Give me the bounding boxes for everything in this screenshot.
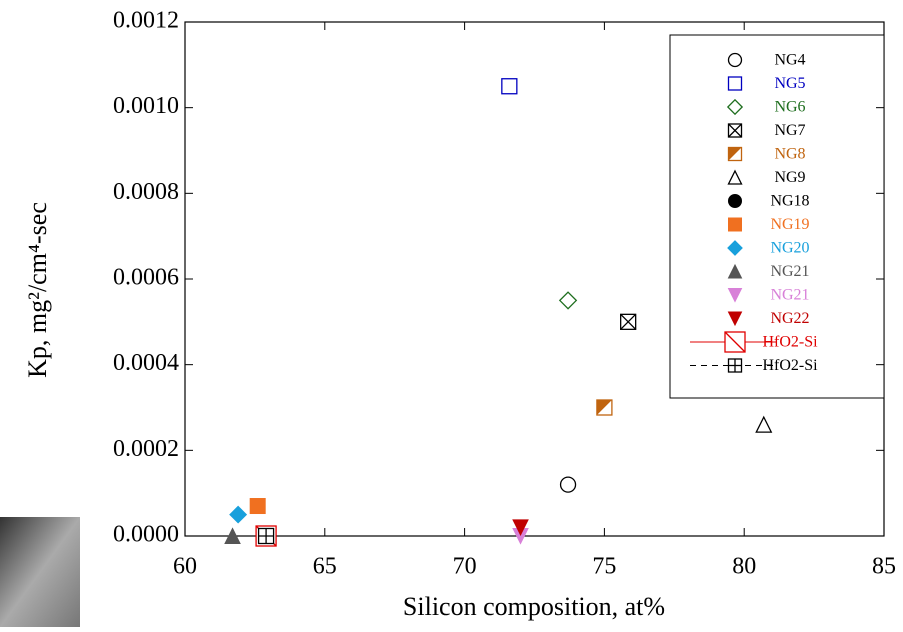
- legend-label: NG4: [774, 52, 805, 69]
- legend-marker: [727, 169, 743, 185]
- y-tick-label: 0.0004: [113, 350, 179, 376]
- x-tick-label: 60: [173, 554, 197, 580]
- marker-shape: [224, 527, 241, 544]
- marker-shape: [755, 415, 773, 433]
- marker-shape: [229, 505, 248, 524]
- marker-shape: [727, 169, 743, 185]
- x-tick-label: 70: [453, 554, 477, 580]
- legend-marker: [726, 98, 744, 116]
- marker-shape: [559, 476, 577, 493]
- legend-marker: [727, 240, 743, 256]
- legend-label: NG19: [770, 216, 809, 233]
- data-point: [224, 527, 241, 544]
- data-point: [501, 78, 518, 95]
- legend-marker: [727, 52, 743, 68]
- legend-marker: [727, 146, 743, 162]
- marker-shape: [620, 313, 637, 330]
- legend-marker: [727, 123, 743, 138]
- legend-marker: [728, 194, 742, 208]
- x-tick-label: 65: [313, 554, 337, 580]
- legend-label: NG21: [770, 263, 809, 280]
- data-point: [229, 505, 248, 524]
- legend-label: NG18: [770, 193, 809, 210]
- marker-shape: [727, 263, 743, 279]
- y-axis-label: Kp, mg²/cm⁴-sec: [23, 202, 52, 378]
- y-tick-label: 0.0010: [113, 93, 179, 119]
- marker-shape: [727, 52, 743, 68]
- data-point: [558, 291, 578, 310]
- legend-label: NG5: [774, 75, 805, 92]
- marker-shape: [728, 217, 742, 232]
- marker-shape: [726, 98, 744, 116]
- legend-marker: [727, 76, 743, 91]
- x-tick-label: 85: [872, 554, 896, 580]
- legend-marker: [727, 288, 743, 303]
- y-tick-label: 0.0002: [113, 436, 179, 462]
- marker-shape: [727, 240, 743, 256]
- marker-shape: [512, 519, 529, 537]
- data-point: [512, 519, 529, 537]
- marker-shape: [249, 498, 266, 515]
- legend-marker: [724, 331, 746, 353]
- photo-fragment: [0, 517, 80, 627]
- marker-shape: [727, 311, 743, 327]
- marker-shape: [727, 76, 743, 91]
- legend-label: NG9: [774, 169, 805, 186]
- legend-marker: [727, 263, 743, 279]
- legend-label: NG22: [770, 310, 809, 327]
- legend-label: HfO2-Si: [762, 334, 818, 351]
- y-tick-label: 0.0000: [113, 522, 179, 548]
- data-point: [620, 313, 637, 330]
- marker-shape: [727, 288, 743, 303]
- data-point: [755, 415, 773, 433]
- legend-label: NG6: [774, 99, 805, 116]
- x-tick-label: 75: [592, 554, 616, 580]
- marker-shape: [558, 291, 578, 310]
- legend-label: NG7: [774, 122, 805, 139]
- data-point: [249, 498, 266, 515]
- marker-shape: [728, 147, 742, 161]
- legend-marker: [727, 358, 743, 373]
- legend-marker: [727, 311, 743, 327]
- marker-shape: [724, 331, 746, 353]
- legend-label: NG20: [770, 240, 809, 257]
- legend-marker: [728, 217, 742, 232]
- data-point: [559, 476, 577, 493]
- legend-box: [669, 34, 885, 399]
- marker-shape: [501, 78, 518, 95]
- y-tick-label: 0.0012: [113, 8, 179, 34]
- y-tick-label: 0.0006: [113, 265, 179, 291]
- x-tick-label: 80: [732, 554, 756, 580]
- marker-shape: [596, 400, 612, 415]
- marker-shape: [728, 123, 742, 138]
- marker-shape: [728, 359, 742, 372]
- data-point: [596, 399, 613, 416]
- legend-label: HfO2-Si: [762, 357, 818, 374]
- x-axis-label: Silicon composition, at%: [403, 592, 665, 621]
- data-point: [257, 527, 275, 545]
- legend-label: NG8: [774, 146, 805, 163]
- y-tick-label: 0.0008: [113, 179, 179, 205]
- legend-label: NG21: [770, 287, 809, 304]
- marker-shape: [728, 194, 742, 208]
- marker-shape: [258, 528, 274, 544]
